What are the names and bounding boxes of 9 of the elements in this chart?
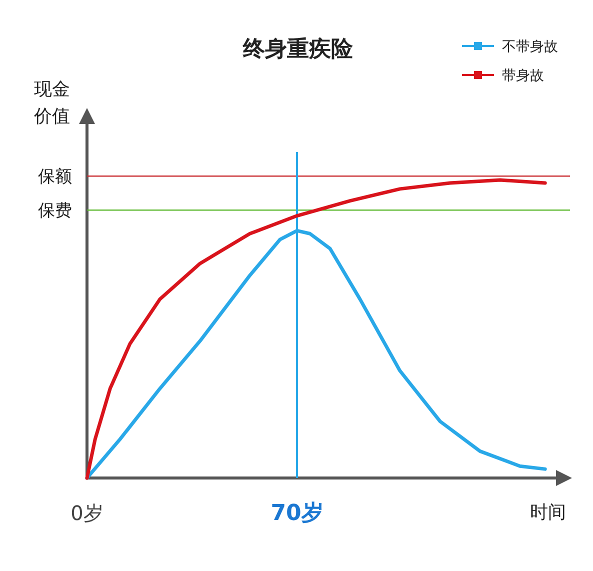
y-axis-title: 现金价值 <box>33 79 70 127</box>
x-tick-label: 70岁 <box>270 501 324 526</box>
x-tick-label: 0岁 <box>70 501 104 525</box>
chart-title: 终身重疾险 <box>242 37 354 62</box>
legend-label: 带身故 <box>502 68 544 84</box>
ref-line-label: 保额 <box>38 167 72 188</box>
ref-line-label: 保费 <box>38 201 72 222</box>
legend-label: 不带身故 <box>502 39 558 55</box>
x-axis-title: 时间 <box>530 502 566 523</box>
